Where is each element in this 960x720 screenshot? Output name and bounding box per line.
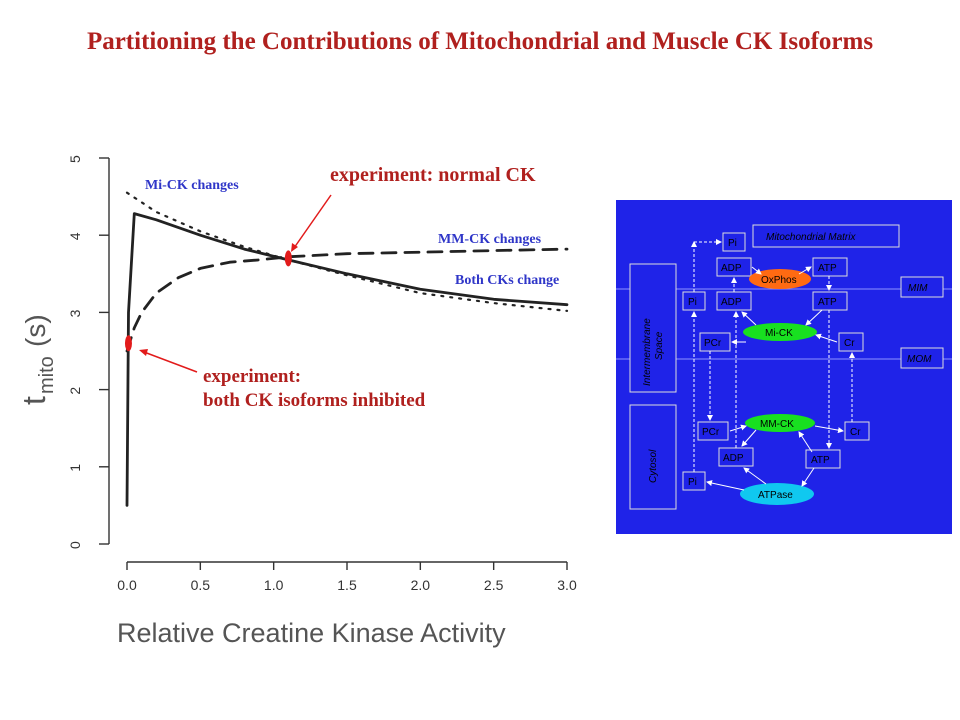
arrow-mmck-adp [741, 429, 757, 447]
chart-axes: 0 1 2 3 4 5 0.5 1.0 1.5 2.0 2.5 3.0 [67, 155, 577, 593]
atpase-label: ATPase [758, 490, 793, 501]
x-tick-label: 2.5 [484, 577, 504, 593]
annotation-inhibited-line2: both CK isoforms inhibited [203, 390, 426, 411]
y-tick-label: 3 [67, 309, 83, 317]
adp-matrix-box [716, 257, 752, 277]
x-tick-label: 1.5 [337, 577, 357, 593]
arrow-mmck-cr [814, 425, 844, 434]
atp-matrix-box [812, 257, 848, 277]
label-both-cks: Both CKs change [455, 273, 560, 288]
x-tick-label-0: 0.0 [117, 577, 137, 593]
atp-cytosol-box [805, 449, 841, 469]
pi-matrix: Pi [728, 238, 737, 249]
matrix-label-box [752, 224, 900, 248]
y-axis-title-group: t mito (s) [16, 314, 58, 405]
arrow-atpase-pi [706, 480, 745, 491]
mi-ck-node [743, 323, 817, 341]
arrow-atp-mmck [798, 431, 813, 453]
chart-series [125, 191, 569, 507]
oxphos-node [749, 269, 811, 289]
arrow-inhibited [143, 351, 198, 373]
pi-matrix-box [722, 232, 746, 252]
adp-ims: ADP [721, 297, 742, 308]
label-mm-ck: MM-CK changes [438, 232, 542, 247]
series-line-solid [125, 212, 569, 507]
diagram-arrows [691, 239, 855, 491]
cr-ims-box [838, 332, 864, 352]
arrow-cr-mick [815, 333, 838, 343]
cr-cytosol: Cr [850, 427, 861, 438]
cytosol-label: Cytosol [648, 449, 659, 483]
annotation-normal-ck: experiment: normal CK [330, 164, 536, 186]
y-tick-label: 4 [67, 232, 83, 240]
slide-title: Partitioning the Contributions of Mitoch… [86, 28, 874, 55]
atpase-node [740, 483, 814, 505]
label-mi-ck: Mi-CK changes [145, 178, 239, 193]
atp-cytosol: ATP [811, 455, 830, 466]
arrow-atp-mick [805, 309, 823, 326]
x-tick-label: 1.0 [264, 577, 284, 593]
atp-ims-box [812, 291, 848, 311]
y-tick-label: 0 [67, 541, 83, 549]
arrow-normal-ck [293, 194, 332, 249]
arrow-head-normal-ck [291, 243, 298, 252]
matrix-label: Mitochondrial Matrix [766, 232, 856, 243]
series-line-dashed [125, 247, 569, 353]
y-axis-title-sub: mito [36, 356, 58, 394]
arrow-atpase-adp [743, 467, 767, 485]
intermembrane-label-2: Space [654, 331, 665, 360]
mm-ck-label: MM-CK [760, 419, 794, 430]
mim-label: MIM [908, 283, 928, 294]
atp-matrix: ATP [818, 263, 837, 274]
annotation-inhibited-line1: experiment: [203, 366, 302, 387]
y-axis-title-t: t [16, 396, 52, 405]
pi-cytosol: Pi [688, 477, 697, 488]
x-axis-title: Relative Creatine Kinase Activity [117, 618, 506, 648]
arrow-oxphos-atp [798, 266, 812, 275]
y-axis-title-unit: (s) [20, 314, 51, 347]
arrow-mick-adp [741, 311, 757, 326]
arrow-atp-atpase [801, 467, 815, 487]
arrow-pcr-mmck [729, 424, 747, 432]
pcr-cytosol-box [697, 421, 729, 441]
diagram-svg: Mitochondrial Matrix MIM MOM Intermembra… [616, 224, 952, 510]
x-tick-label: 2.0 [411, 577, 431, 593]
atp-ims: ATP [818, 297, 837, 308]
x-tick-label: 0.5 [191, 577, 211, 593]
arrow-adp-oxphos [751, 266, 762, 275]
cr-ims: Cr [844, 338, 855, 349]
intermembrane-label-box [629, 263, 677, 393]
pi-ims: Pi [688, 297, 697, 308]
cr-cytosol-box [844, 421, 870, 441]
adp-cytosol: ADP [723, 453, 744, 464]
mim-label-box [900, 276, 944, 298]
mi-ck-label: Mi-CK [765, 328, 793, 339]
x-tick-label: 3.0 [557, 577, 577, 593]
ck-shuttle-diagram: Mitochondrial Matrix MIM MOM Intermembra… [616, 200, 952, 534]
y-tick-label: 5 [67, 155, 83, 163]
experiment-marker [124, 335, 132, 352]
mom-label-box [900, 347, 944, 369]
pcr-ims-box [699, 332, 731, 352]
experiment-marker [284, 250, 292, 267]
pcr-cytosol: PCr [702, 427, 720, 438]
oxphos-label: OxPhos [761, 275, 797, 286]
mm-ck-node [745, 414, 815, 432]
chart-markers [124, 250, 292, 352]
pcr-ims: PCr [704, 338, 722, 349]
y-tick-label: 2 [67, 387, 83, 395]
intermembrane-label-1: Intermembrane [642, 318, 653, 386]
mom-label: MOM [907, 354, 932, 365]
arrow-head-inhibited [139, 349, 148, 356]
cytosol-label-box [629, 404, 677, 510]
series-line-dotted [125, 191, 569, 312]
adp-matrix: ADP [721, 263, 742, 274]
y-tick-label: 1 [67, 464, 83, 472]
